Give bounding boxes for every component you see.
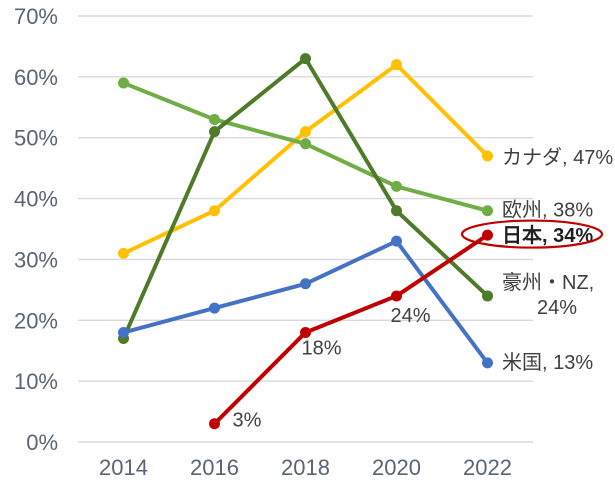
data-point-australia-nz	[300, 53, 311, 65]
y-tick-label: 10%	[14, 369, 58, 394]
data-point-europe	[300, 138, 311, 150]
series-label-europe: 欧州, 38%	[502, 199, 593, 222]
data-point-usa	[300, 278, 311, 290]
data-point-japan	[300, 326, 311, 338]
x-tick-label: 2016	[190, 455, 239, 480]
data-point-australia-nz	[209, 126, 220, 138]
series-line-canada	[121, 62, 490, 256]
data-point-canada	[118, 247, 129, 259]
data-label-japan: 3%	[233, 410, 262, 432]
data-point-australia-nz	[391, 205, 402, 217]
y-tick-label: 40%	[14, 187, 58, 212]
series-label-canada: カナダ, 47%	[502, 146, 613, 169]
y-tick-label: 0%	[26, 430, 58, 455]
data-point-europe	[482, 205, 493, 217]
y-tick-label: 50%	[14, 126, 58, 151]
data-point-europe	[209, 113, 220, 125]
data-label-japan: 24%	[391, 305, 431, 327]
data-label-japan: 18%	[302, 337, 342, 359]
y-tick-label: 30%	[14, 247, 58, 272]
y-tick-label: 70%	[14, 4, 58, 29]
data-point-japan	[391, 290, 402, 302]
data-point-usa	[118, 326, 129, 338]
data-point-usa	[391, 235, 402, 247]
data-point-australia-nz	[482, 290, 493, 302]
data-point-usa	[482, 357, 493, 369]
highlight-ellipse	[460, 219, 604, 249]
data-point-usa	[209, 302, 220, 314]
data-point-canada	[482, 150, 493, 162]
series-label-japan: 日本, 34%	[502, 224, 593, 247]
series-label-usa: 米国, 13%	[502, 351, 593, 374]
x-tick-label: 2018	[281, 455, 330, 480]
data-point-europe	[391, 180, 402, 192]
data-point-japan	[482, 229, 493, 241]
x-tick-label: 2020	[372, 455, 421, 480]
data-point-japan	[209, 418, 220, 430]
data-point-canada	[391, 59, 402, 71]
data-point-europe	[118, 77, 129, 89]
y-tick-label: 20%	[14, 308, 58, 333]
series-line-japan	[212, 233, 490, 426]
series-label-australia-nz: 24%	[537, 297, 577, 319]
data-point-canada	[300, 126, 311, 138]
x-tick-label: 2022	[463, 455, 512, 480]
data-point-canada	[209, 205, 220, 217]
x-tick-label: 2014	[99, 455, 148, 480]
y-tick-label: 60%	[14, 65, 58, 90]
series-label-australia-nz: 豪州・NZ,	[502, 271, 594, 294]
